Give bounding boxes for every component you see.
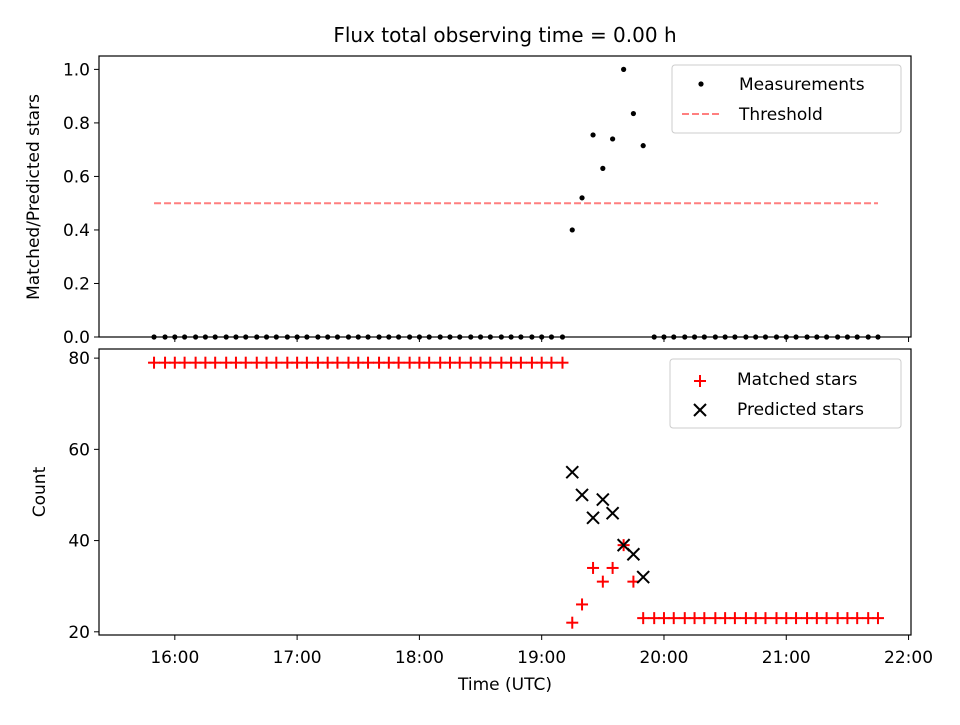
bottom-y-ticks: 20 40 60 80 — [68, 349, 99, 643]
legend-measurements-marker — [698, 81, 704, 87]
measurement-point — [569, 227, 575, 233]
top-panel-title: Flux total observing time = 0.00 h — [333, 23, 676, 47]
matched-star-point — [300, 356, 313, 369]
measurement-point — [610, 136, 616, 142]
top-y-tick-label: 0.8 — [63, 114, 90, 134]
predicted-x-b — [565, 465, 579, 479]
bottom-y-tick-label: 80 — [68, 349, 90, 369]
bottom-x-tick-label: 17:00 — [273, 648, 322, 668]
legend-matched-label: Matched stars — [737, 370, 857, 390]
bottom-x-tick-label: 20:00 — [639, 648, 688, 668]
bottom-y-axis-label: Count — [30, 466, 50, 517]
predicted-star-point — [596, 492, 610, 507]
legend-predicted-marker — [693, 403, 707, 417]
matched-star-point — [637, 612, 650, 625]
bottom-x-tick-label: 22:00 — [884, 648, 933, 668]
matched-star-point — [851, 612, 864, 625]
top-y-tick-label: 0.0 — [63, 328, 90, 348]
matched-star-point — [209, 356, 222, 369]
bottom-legend: Matched stars Predicted stars — [669, 358, 902, 429]
matched-star-point — [178, 356, 191, 369]
matched-star-point — [392, 356, 405, 369]
bottom-x-tick-label: 18:00 — [395, 648, 444, 668]
x-axis-label: Time (UTC) — [457, 675, 552, 695]
measurement-point — [600, 165, 606, 171]
predicted-star-point — [626, 547, 641, 561]
measurement-point — [579, 195, 585, 201]
matched-star-point — [270, 356, 283, 369]
predicted-star-point — [605, 506, 620, 520]
matched-star-point — [514, 356, 527, 369]
matched-star-point — [556, 356, 569, 369]
matched-star-point — [423, 356, 436, 369]
legend-matched-marker — [694, 375, 706, 387]
top-series-marks — [151, 66, 881, 340]
top-y-tick-label: 0.4 — [63, 221, 90, 241]
matched-star-point — [331, 356, 344, 369]
matched-star-point — [596, 575, 609, 588]
matched-star-point — [667, 612, 680, 625]
matched-star-point — [545, 356, 558, 369]
matched-star-point — [871, 612, 884, 625]
predicted-x-b — [616, 538, 631, 552]
predicted-x-b — [596, 492, 610, 507]
predicted-x-b — [575, 488, 589, 502]
measurement-point — [590, 132, 596, 138]
bottom-y-tick-label: 40 — [68, 532, 90, 552]
predicted-x-b — [586, 511, 600, 525]
matched-star-point — [566, 616, 579, 629]
matched-star-point — [148, 356, 161, 369]
bottom-x-tick-label: 21:00 — [762, 648, 811, 668]
predicted-star-point — [586, 511, 600, 525]
matched-star-point — [576, 598, 589, 611]
bottom-panel: 20 40 60 80 16:00 17:00 18:00 19:00 20:00 21:00 2… — [68, 348, 933, 668]
bottom-x-tick-label: 16:00 — [150, 648, 199, 668]
bottom-x-ticks: 16:00 17:00 18:00 19:00 20:00 21:00 22:00 — [150, 635, 933, 668]
measurement-point — [630, 110, 637, 117]
matched-star-point — [820, 612, 833, 625]
bottom-legend-frame — [669, 358, 902, 429]
bottom-y-tick-label: 60 — [68, 440, 90, 460]
predicted-x-b — [605, 506, 620, 520]
top-y-axis-label: Matched/Predicted stars — [24, 94, 44, 300]
predicted-star-point — [636, 570, 650, 584]
predicted-x-b — [636, 570, 650, 584]
measurement-point — [621, 66, 627, 72]
predicted-star-point — [575, 488, 589, 502]
top-y-tick-label: 0.6 — [63, 167, 90, 187]
matched-star-point — [728, 612, 741, 625]
matched-star-point — [759, 612, 772, 625]
matched-star-point — [362, 356, 375, 369]
bottom-plot-frame — [98, 348, 912, 636]
top-y-tick-label: 0.2 — [63, 274, 90, 294]
matched-star-point — [239, 356, 252, 369]
top-y-ticks: 0.0 0.2 0.4 0.6 0.8 1.0 — [63, 60, 99, 348]
matched-star-point — [698, 612, 711, 625]
bottom-x-tick-label: 19:00 — [517, 648, 566, 668]
legend-threshold-label: Threshold — [738, 105, 823, 125]
top-legend-frame — [671, 64, 902, 134]
matched-star-point — [606, 561, 619, 574]
predicted-star-point — [565, 465, 579, 479]
top-y-tick-label: 1.0 — [63, 60, 90, 80]
top-panel: 0.0 0.2 0.4 0.6 0.8 1.0 — [63, 55, 912, 348]
matched-star-point — [587, 561, 600, 574]
predicted-x-b — [626, 547, 641, 561]
matched-star-point — [484, 356, 497, 369]
legend-measurements-label: Measurements — [739, 75, 865, 95]
top-legend: Measurements Threshold — [671, 64, 902, 134]
matched-star-point — [453, 356, 466, 369]
legend-predicted-label: Predicted stars — [737, 400, 864, 420]
bottom-series-marks — [148, 356, 884, 629]
bottom-y-tick-label: 20 — [68, 623, 90, 643]
measurement-point — [640, 143, 646, 149]
top-plot-frame — [98, 55, 912, 338]
matched-star-point — [790, 612, 803, 625]
